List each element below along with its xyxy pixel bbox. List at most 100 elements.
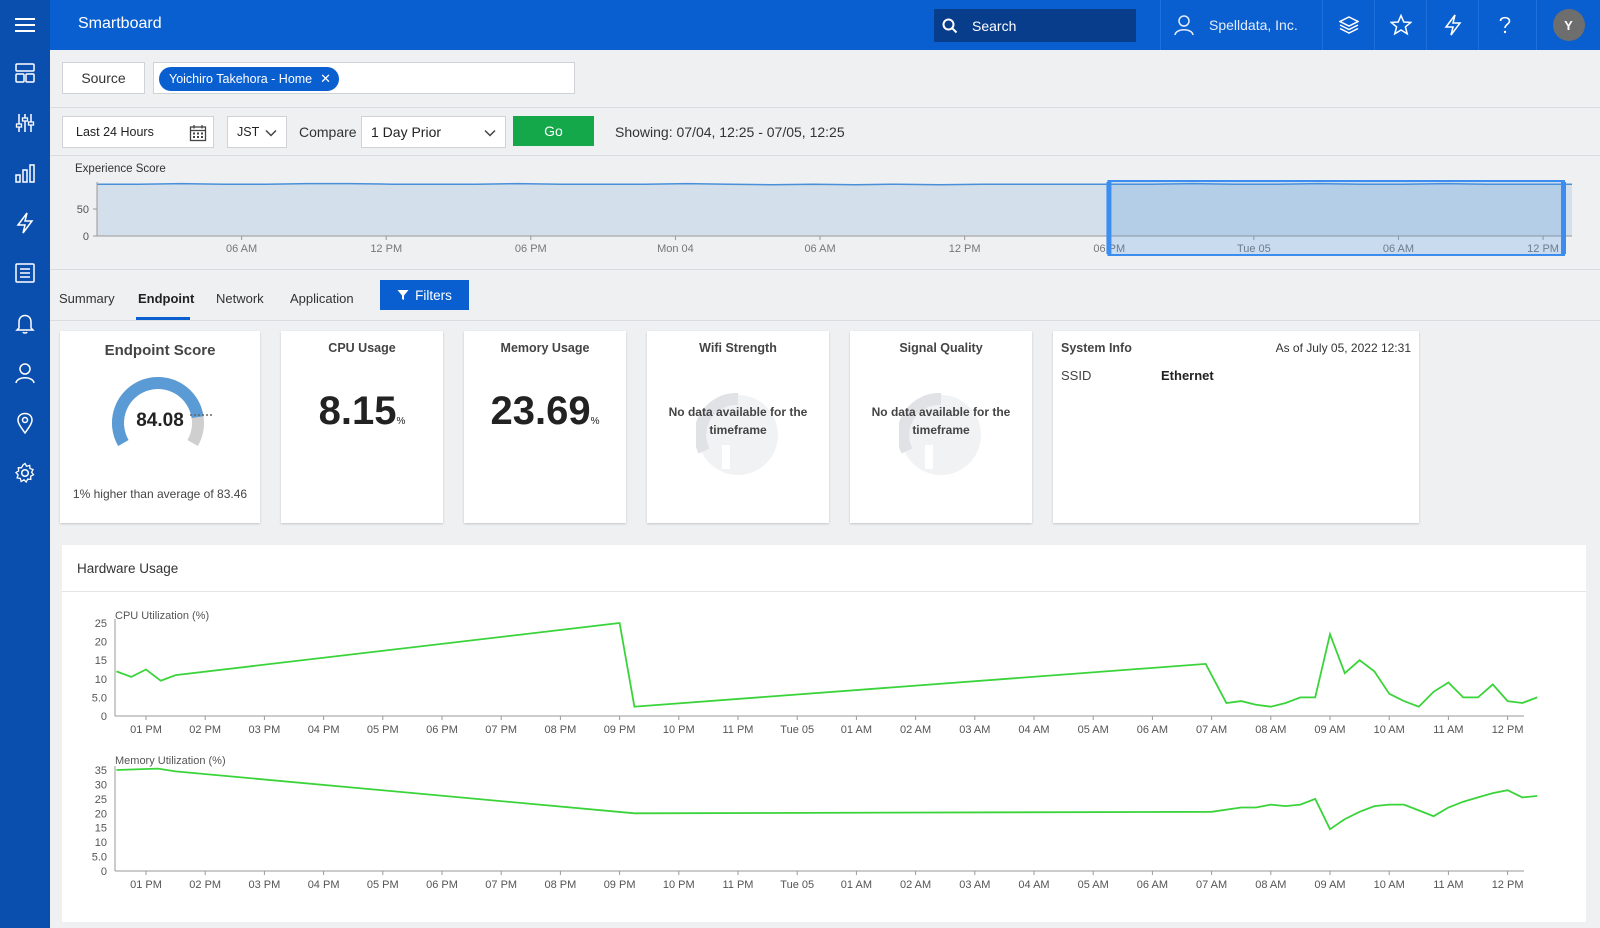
wifi-no-data: No data available for the timeframe [668, 405, 808, 437]
endpoint-score-value: 84.08 [136, 410, 184, 431]
x-tick-label: 12 PM [370, 243, 402, 255]
search-input[interactable] [972, 17, 1122, 34]
memory-y-tick-label: 30 [95, 779, 107, 791]
cpu-y-tick-label: 10 [95, 674, 107, 686]
cpu-x-tick-label: 11 PM [723, 724, 754, 736]
bell-icon[interactable] [0, 303, 50, 343]
active-tab-indicator [136, 317, 190, 320]
cpu-x-tick-label: 12 PM [1492, 724, 1524, 736]
x-tick-label: 06 AM [804, 243, 835, 255]
filters-label: Filters [415, 287, 452, 303]
endpoint-score-note: 1% higher than average of 83.46 [72, 487, 248, 501]
memory-y-tick-label: 0 [101, 866, 107, 878]
compare-value: 1 Day Prior [371, 124, 442, 140]
memory-x-tick-label: 02 AM [900, 879, 931, 891]
source-button[interactable]: Source [62, 62, 145, 94]
gauge-fill [112, 377, 204, 446]
source-chip-label: Yoichiro Takehora - Home [169, 72, 313, 86]
compare-select[interactable]: 1 Day Prior [361, 116, 506, 148]
cpu-x-tick-label: 07 PM [485, 724, 517, 736]
lightning-icon[interactable] [1426, 0, 1478, 50]
memory-x-tick-label: 05 AM [1078, 879, 1109, 891]
tab-summary[interactable]: Summary [59, 291, 115, 306]
avatar[interactable]: Y [1552, 9, 1585, 41]
cpu-x-tick-label: 03 PM [249, 724, 281, 736]
memory-usage-value: 23.69% [490, 389, 600, 433]
memory-x-tick-label: 01 PM [130, 879, 162, 891]
cpu-x-tick-label: 05 PM [367, 724, 399, 736]
memory-x-tick-label: 12 PM [1492, 879, 1524, 891]
help-icon[interactable] [1478, 0, 1530, 50]
tab-application[interactable]: Application [290, 291, 354, 306]
search-box[interactable] [934, 9, 1136, 42]
x-tick-label: 12 PM [949, 243, 981, 255]
memory-y-tick-label: 35 [95, 765, 107, 777]
source-chip[interactable]: Yoichiro Takehora - Home ✕ [159, 67, 340, 91]
person-icon[interactable] [0, 353, 50, 393]
list-icon[interactable] [0, 253, 50, 293]
memory-x-tick-label: 05 PM [367, 879, 399, 891]
top-bar: Smartboard Spelldata, Inc. Y [0, 0, 1600, 50]
gear-icon[interactable] [0, 453, 50, 493]
location-pin-icon[interactable] [0, 403, 50, 443]
tab-endpoint[interactable]: Endpoint [138, 291, 195, 306]
memory-x-tick-label: 06 AM [1137, 879, 1168, 891]
memory-x-tick-label: 11 AM [1433, 879, 1463, 891]
dashboard-icon[interactable] [0, 53, 50, 93]
menu-icon[interactable] [0, 0, 50, 50]
hardware-usage-panel: Hardware Usage CPU Utilization (%) 0 5.0 10… [62, 545, 1586, 922]
memory-x-tick-label: 01 AM [841, 879, 872, 891]
memory-x-tick-label: 08 AM [1255, 879, 1286, 891]
tab-network[interactable]: Network [216, 291, 264, 306]
y-tick-label: 0 [83, 231, 89, 243]
showing-range: Showing: 07/04, 12:25 - 07/05, 12:25 [615, 124, 845, 140]
endpoint-score-title: Endpoint Score [104, 342, 216, 359]
cpu-x-tick-label: 04 PM [308, 724, 340, 736]
time-controls: Last 24 Hours JST Compare 1 Day Prior Go… [50, 108, 1600, 156]
source-selector[interactable]: Yoichiro Takehora - Home ✕ [153, 62, 575, 94]
memory-x-tick-label: 09 AM [1314, 879, 1345, 891]
experience-score-title: Experience Score [75, 163, 166, 175]
date-range-picker[interactable]: Last 24 Hours [62, 116, 214, 148]
cpu-x-tick-label: 10 AM [1374, 724, 1405, 736]
org-selector[interactable]: Spelldata, Inc. [1160, 0, 1320, 50]
go-button[interactable]: Go [513, 116, 594, 146]
lightning-icon[interactable] [0, 203, 50, 243]
memory-x-tick-label: Tue 05 [780, 879, 814, 891]
timezone-value: JST [237, 125, 260, 139]
signal-quality-title: Signal Quality [899, 341, 983, 355]
sidebar [0, 50, 50, 928]
chevron-down-icon [265, 129, 277, 137]
calendar-icon[interactable] [189, 124, 207, 142]
endpoint-score-gauge [112, 377, 214, 446]
cpu-y-tick-label: 20 [95, 637, 107, 649]
filters-button[interactable]: Filters [380, 280, 469, 310]
signal-no-data: No data available for the timeframe [871, 405, 1011, 437]
memory-x-tick-label: 07 AM [1196, 879, 1227, 891]
hardware-usage-charts[interactable]: CPU Utilization (%) 0 5.0 10 15 20 25 01 PM 02 P… [62, 592, 1586, 922]
cpu-x-tick-label: 06 AM [1137, 724, 1168, 736]
cpu-y-tick-label: 0 [101, 711, 107, 723]
star-icon[interactable] [1374, 0, 1426, 50]
bar-chart-icon[interactable] [0, 153, 50, 193]
cpu-x-tick-label: 11 AM [1433, 724, 1463, 736]
memory-x-tick-label: 03 AM [959, 879, 990, 891]
x-tick-label: Tue 05 [1237, 243, 1271, 255]
memory-chart-title: Memory Utilization (%) [115, 755, 226, 767]
timezone-select[interactable]: JST [227, 116, 287, 148]
memory-y-tick-label: 5.0 [92, 852, 107, 864]
cpu-x-tick-label: 04 AM [1018, 724, 1049, 736]
layers-icon[interactable] [1322, 0, 1374, 50]
sliders-icon[interactable] [0, 103, 50, 143]
memory-y-tick-label: 10 [95, 837, 107, 849]
close-icon[interactable]: ✕ [320, 71, 332, 86]
cpu-x-tick-label: 02 AM [900, 724, 931, 736]
user-menu[interactable]: Y [1536, 0, 1600, 50]
cpu-x-tick-label: 08 PM [545, 724, 577, 736]
memory-x-tick-label: 11 PM [723, 879, 754, 891]
wifi-strength-card: Wifi Strength No data available for the … [647, 331, 829, 523]
ssid-value: Ethernet [1161, 368, 1214, 383]
cpu-y-tick-label: 5.0 [92, 692, 107, 704]
x-tick-label: 12 PM [1527, 243, 1559, 255]
